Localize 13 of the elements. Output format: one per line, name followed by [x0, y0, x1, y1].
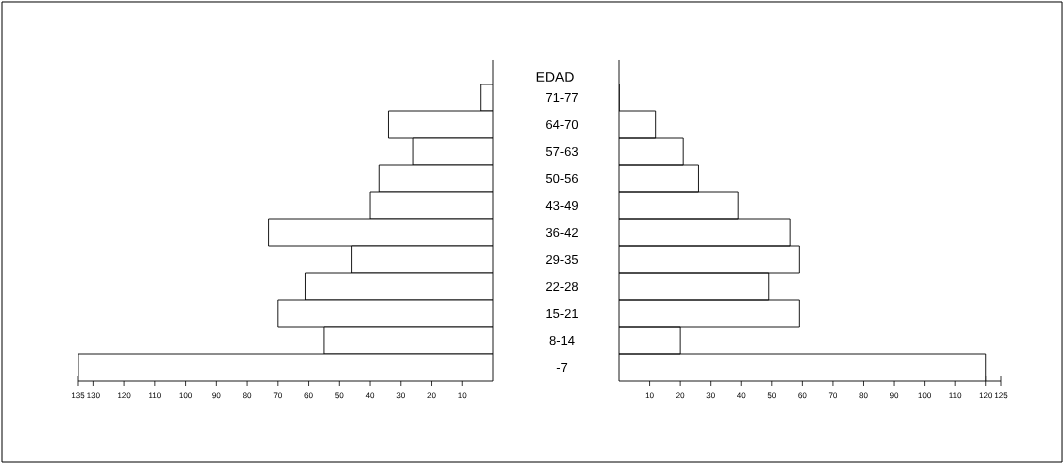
y-tick-label: 22-28 — [546, 281, 578, 292]
y-tick-label: 43-49 — [545, 200, 578, 211]
y-tick-label: 36-42 — [545, 227, 578, 238]
bar — [619, 353, 987, 381]
y-tick-label: 29-35 — [546, 254, 579, 265]
y-tick-label: 57-63 — [545, 146, 578, 157]
y-axis-title: EDAD — [536, 72, 574, 82]
y-tick-label: 71-77 — [546, 93, 578, 102]
y-tick-label: 64-70 — [546, 119, 579, 130]
y-tick-label: 50-56 — [545, 173, 578, 184]
y-tick-label: 15-21 — [546, 308, 578, 319]
y-tick-label: -7 — [556, 363, 568, 372]
y-tick-label: 8-14 — [549, 335, 575, 346]
